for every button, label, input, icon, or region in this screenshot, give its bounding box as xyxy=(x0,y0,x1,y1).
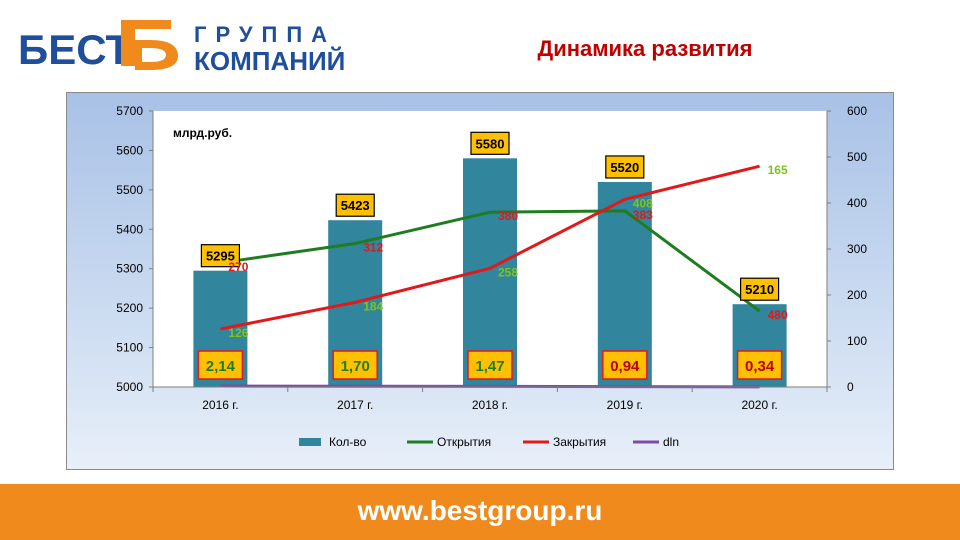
dln-label-box xyxy=(602,350,648,380)
y-left-tick-label: 5300 xyxy=(116,262,143,276)
zakrytiya-value-label: 480 xyxy=(768,308,788,322)
bar-label-box xyxy=(470,131,510,155)
y-right-tick-label: 0 xyxy=(847,380,854,394)
otkrytiya-value-label: 184 xyxy=(363,299,383,313)
zakrytiya-value-label: 312 xyxy=(363,240,383,254)
zakrytiya-value-label: 383 xyxy=(633,208,653,222)
legend-label: Открытия xyxy=(437,435,491,449)
y-right-tick-label: 600 xyxy=(847,104,867,118)
bar-value-label: 5520 xyxy=(610,160,639,175)
legend-label: dln xyxy=(663,435,679,449)
bar-label-box xyxy=(605,155,645,179)
y-right-tick-label: 200 xyxy=(847,288,867,302)
x-tick-label: 2020 г. xyxy=(741,398,777,412)
bar-value-label: 5210 xyxy=(745,282,774,297)
bar-label-box xyxy=(200,244,240,268)
zakrytiya-value-label: 380 xyxy=(498,209,518,223)
x-tick-label: 2017 г. xyxy=(337,398,373,412)
dln-value-label: 1,70 xyxy=(341,358,370,375)
y-left-tick-label: 5700 xyxy=(116,104,143,118)
dln-label-box xyxy=(736,350,783,380)
logo-brand: БЕСТ xyxy=(18,26,131,73)
logo-line1: ГРУППА xyxy=(194,22,336,47)
y-left-tick-label: 5600 xyxy=(116,143,143,157)
bar-label-box xyxy=(335,193,375,217)
line-otkrytiya xyxy=(220,209,761,313)
dln-value-label: 0,94 xyxy=(610,358,640,375)
y-right-tick-label: 500 xyxy=(847,150,867,164)
zakrytiya-value-label: 270 xyxy=(228,260,248,274)
y-left-tick-label: 5200 xyxy=(116,301,143,315)
logo-line2: КОМПАНИЙ xyxy=(194,46,345,74)
logo-mark-icon xyxy=(121,20,178,70)
bar-value-label: 5580 xyxy=(476,136,505,151)
footer-url[interactable]: www.bestgroup.ru xyxy=(357,495,603,526)
bar-value-label: 5423 xyxy=(341,198,370,213)
x-tick-label: 2016 г. xyxy=(202,398,238,412)
dln-value-label: 0,34 xyxy=(745,358,775,375)
otkrytiya-value-label: 258 xyxy=(498,265,518,279)
otkrytiya-value-label: 126 xyxy=(228,326,248,340)
y-left-tick-label: 5100 xyxy=(116,341,143,355)
legend-label: Кол-во xyxy=(329,435,367,449)
unit-label: млрд.руб. xyxy=(173,126,232,140)
bar-label-box xyxy=(739,277,780,301)
chart-area: 5000 5100 5200 5300 5400 5500 5600 5700 0 100 200 3… xyxy=(66,92,894,470)
dln-label-box xyxy=(332,350,378,380)
line-zakrytiya xyxy=(220,164,760,331)
bar-value-label: 5295 xyxy=(206,249,235,264)
chart-svg: 5000 5100 5200 5300 5400 5500 5600 5700 0 100 200 3… xyxy=(67,93,893,469)
dln-value-label: 2,14 xyxy=(206,358,236,375)
y-left-tick-label: 5000 xyxy=(116,380,143,394)
page-title: Динамика развития xyxy=(537,36,753,61)
dln-value-label: 1,47 xyxy=(475,358,504,375)
legend-swatch xyxy=(299,438,321,446)
dln-label-box xyxy=(197,350,244,380)
y-right-tick-label: 400 xyxy=(847,196,867,210)
x-tick-label: 2019 г. xyxy=(607,398,643,412)
legend-label: Закрытия xyxy=(553,435,606,449)
otkrytiya-value-label: 408 xyxy=(633,196,653,210)
footer-bar: www.bestgroup.ru xyxy=(0,484,960,540)
company-logo: БЕСТ ГРУППА КОМПАНИЙ xyxy=(18,12,378,76)
y-right-tick-label: 300 xyxy=(847,242,867,256)
dln-label-box xyxy=(467,350,513,380)
y-right-tick-label: 100 xyxy=(847,334,867,348)
otkrytiya-value-label: 165 xyxy=(768,163,788,177)
y-left-tick-label: 5500 xyxy=(116,183,143,197)
x-tick-label: 2018 г. xyxy=(472,398,508,412)
y-left-tick-label: 5400 xyxy=(116,222,143,236)
